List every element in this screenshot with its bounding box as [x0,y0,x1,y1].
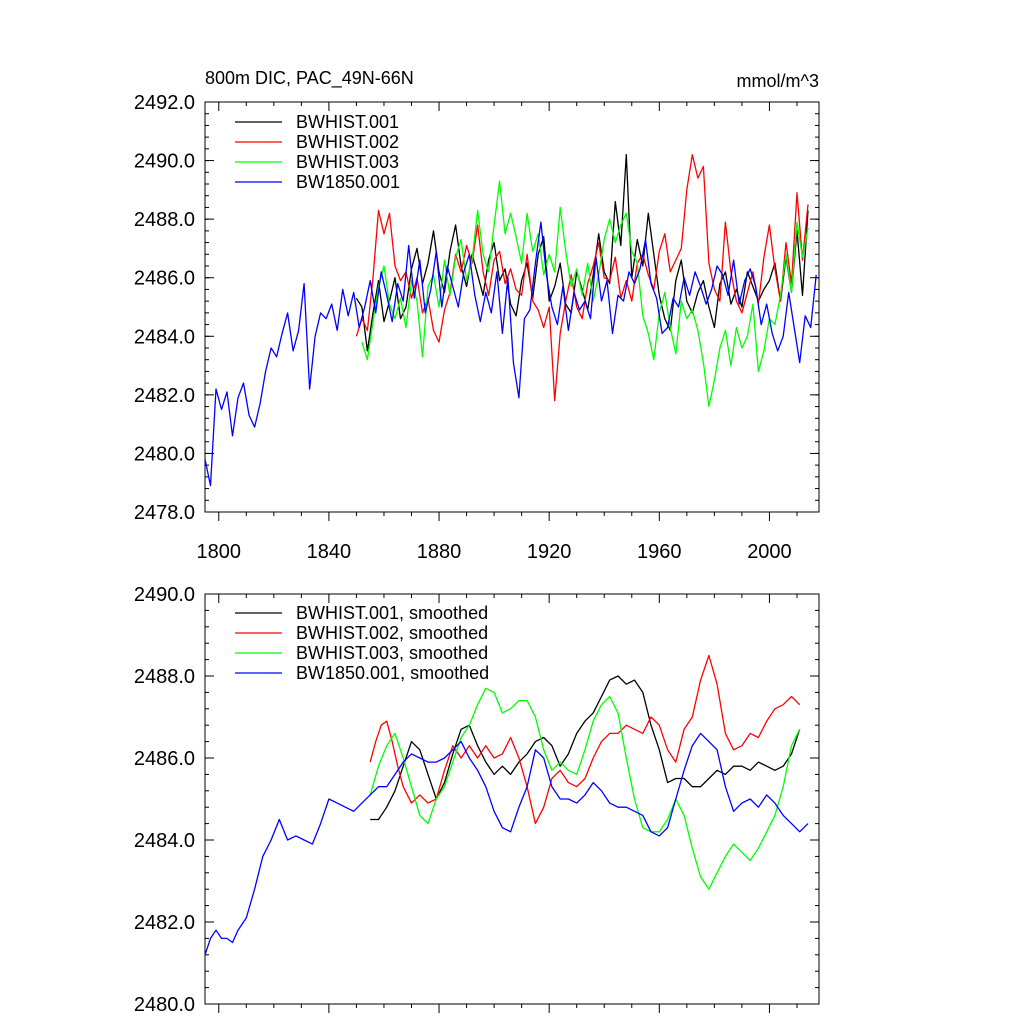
y-tick-label: 2480.0 [134,994,195,1016]
y-tick-label: 2488.0 [134,666,195,688]
x-tick-label: 1960 [637,541,682,563]
y-tick-label: 2482.0 [134,912,195,934]
y-tick-label: 2482.0 [134,385,195,407]
series-line-bwhist-001 [355,154,809,352]
y-tick-label: 2490.0 [134,584,195,606]
panel2-frame [204,593,820,1005]
panel1-x-axis: 1800 1840 1880 1920 1960 2000 [197,102,798,563]
series-line-bwhist-003 [361,180,809,408]
legend-label: BW1850.001 [296,172,400,192]
panel1-y-axis: 2478.0 2480.0 2482.0 2484.0 2486.0 2488.0 2490… [134,92,819,524]
panel2-y-axis: 2480.0 2482.0 2484.0 2486.0 2488.0 2490.0 [134,584,819,1016]
y-tick-label: 2490.0 [134,151,195,173]
series-line-bw1850-001 [204,221,817,487]
panel1-title: 800m DIC, PAC_49N-66N [205,68,414,89]
x-tick-label: 1920 [527,541,572,563]
legend-label: BWHIST.001 [296,112,399,132]
series-line-bwhist-003-smoothed [369,687,801,890]
y-tick-label: 2488.0 [134,209,195,231]
x-tick-label: 1800 [197,541,242,563]
y-tick-label: 2486.0 [134,268,195,290]
series-line-bwhist-002 [355,154,809,402]
y-tick-label: 2484.0 [134,830,195,852]
panel2-x-axis [218,594,798,1013]
panel1-frame [204,101,820,513]
legend-label: BWHIST.003, smoothed [296,643,488,663]
y-tick-label: 2480.0 [134,443,195,465]
y-tick-label: 2478.0 [134,502,195,524]
series-line-bwhist-002-smoothed [369,654,801,825]
legend-label: BWHIST.003 [296,152,399,172]
panel1-series [204,154,817,487]
y-tick-label: 2484.0 [134,326,195,348]
legend-label: BW1850.001, smoothed [296,663,489,683]
legend-label: BWHIST.002, smoothed [296,623,488,643]
x-tick-label: 1840 [307,541,352,563]
x-tick-label: 1880 [417,541,462,563]
y-tick-label: 2492.0 [134,92,195,114]
legend-label: BWHIST.002 [296,132,399,152]
panel2-series [204,654,809,956]
legend-label: BWHIST.001, smoothed [296,603,488,623]
series-line-bw1850-001-smoothed [204,732,809,956]
y-tick-label: 2486.0 [134,748,195,770]
series-line-bwhist-001-smoothed [370,675,801,821]
panel1-units-label: mmol/m^3 [737,71,819,91]
x-tick-label: 2000 [747,541,792,563]
